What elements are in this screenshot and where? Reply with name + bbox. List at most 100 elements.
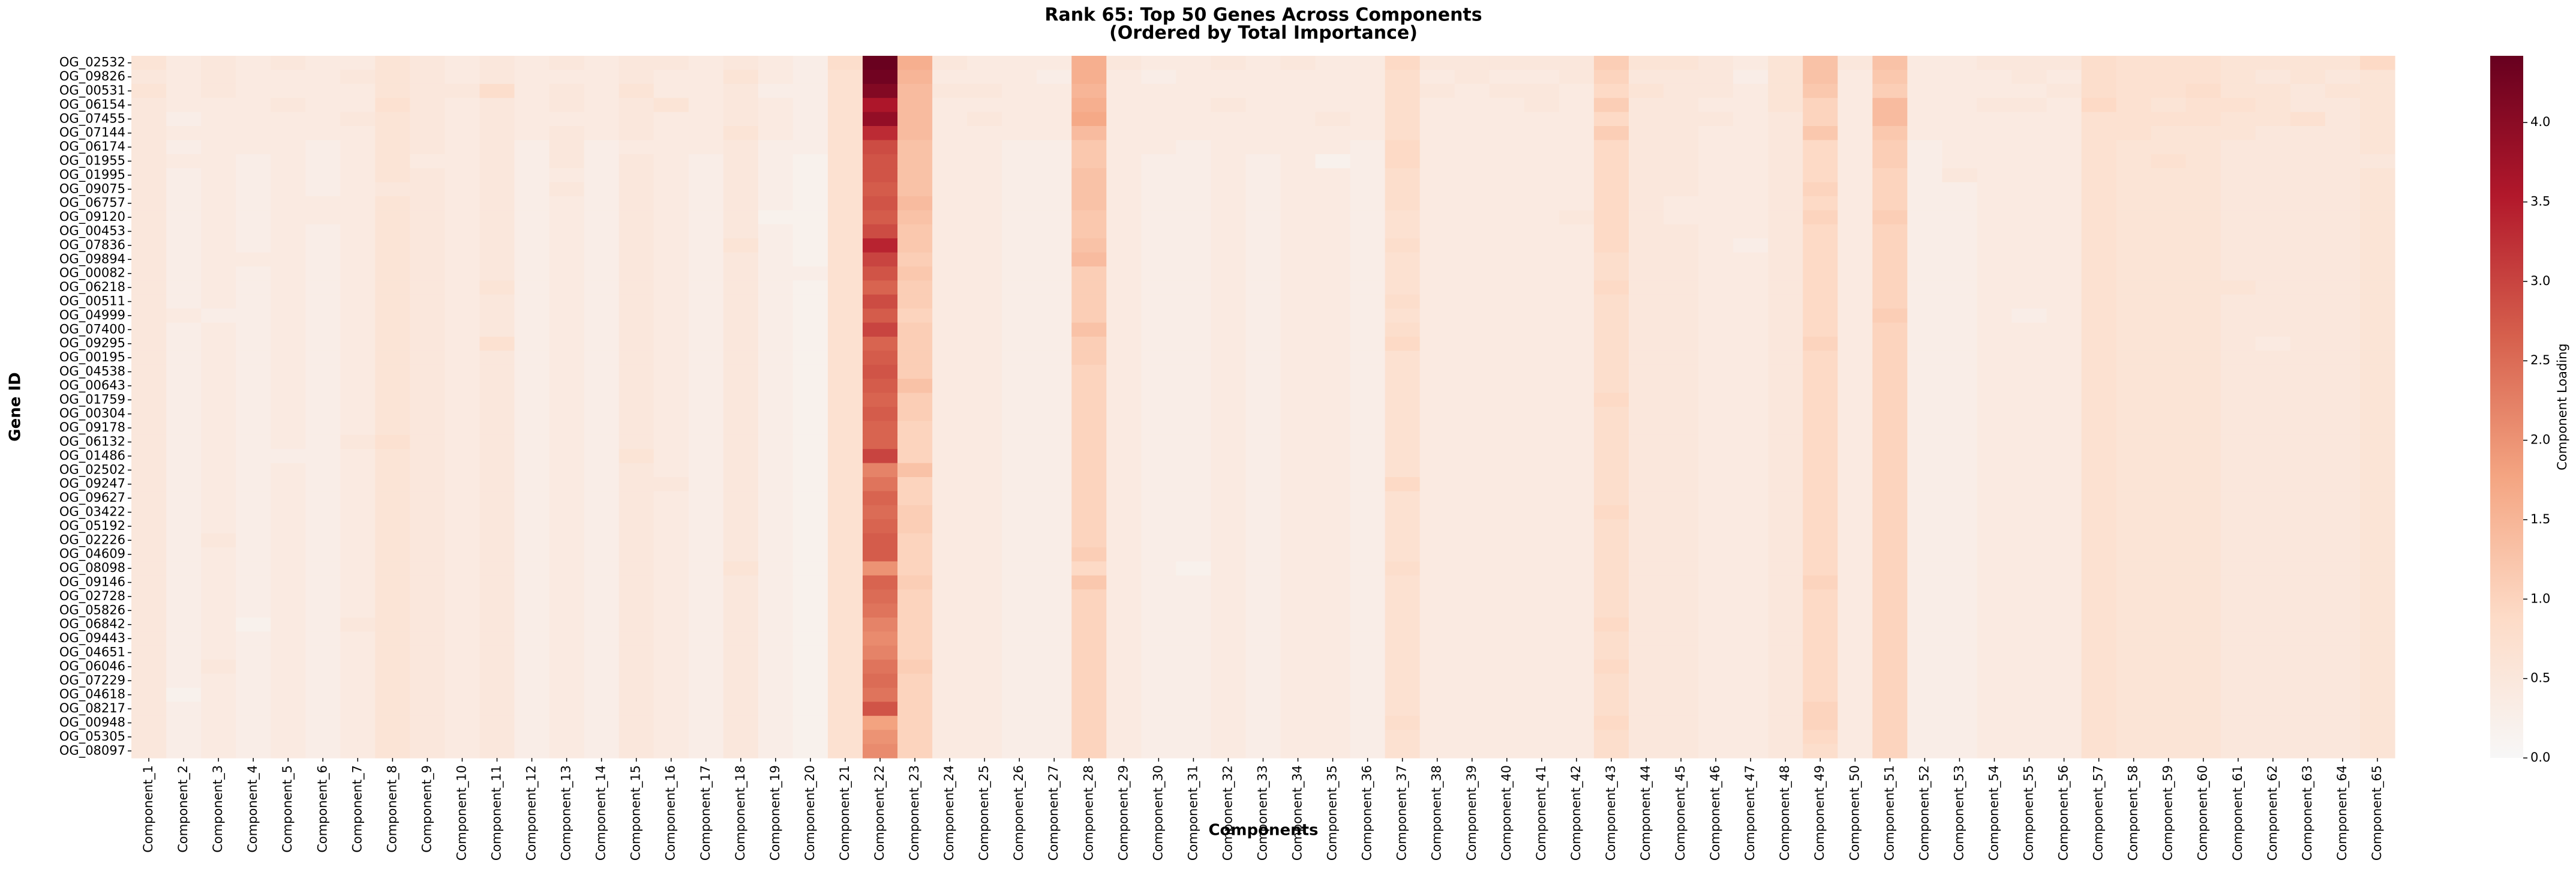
heatmap-cell: [932, 491, 968, 506]
heatmap-cell: [131, 491, 167, 506]
heatmap-cell: [1838, 56, 1873, 70]
heatmap-cell: [305, 688, 341, 702]
heatmap-cell: [1454, 266, 1490, 281]
heatmap-cell: [1977, 449, 2013, 464]
heatmap-cell: [2325, 477, 2361, 492]
heatmap-cell: [1698, 660, 1734, 675]
x-tick-label: Component_62: [2265, 765, 2280, 861]
heatmap-cell: [2220, 210, 2256, 225]
heatmap-cell: [410, 182, 446, 197]
heatmap-cell: [967, 266, 1002, 281]
heatmap-cell: [445, 618, 481, 632]
heatmap-cell: [1106, 618, 1142, 632]
heatmap-cell: [2325, 407, 2361, 421]
y-tick-label: OG_08097: [59, 743, 125, 758]
heatmap-cell: [1350, 308, 1386, 323]
heatmap-cell: [2081, 238, 2117, 253]
heatmap-cell: [653, 252, 689, 267]
heatmap-cell: [1350, 379, 1386, 394]
heatmap-cell: [1942, 631, 1978, 646]
heatmap-cell: [1245, 688, 1281, 702]
heatmap-cell: [1977, 70, 2013, 85]
heatmap-cell: [723, 379, 759, 394]
heatmap-cell: [862, 196, 898, 211]
heatmap-cell: [479, 589, 515, 604]
heatmap-cell: [1942, 603, 1978, 618]
heatmap-cell: [201, 308, 236, 323]
heatmap-cell: [166, 533, 202, 548]
heatmap-cell: [1559, 70, 1595, 85]
heatmap-cell: [584, 70, 620, 85]
heatmap-cell: [1942, 56, 1978, 70]
heatmap-cell: [2359, 337, 2395, 351]
heatmap-cell: [1211, 56, 1247, 70]
heatmap-cell: [2011, 463, 2047, 478]
heatmap-cell: [2151, 449, 2187, 464]
heatmap-cell: [1803, 603, 1838, 618]
heatmap-cell: [1872, 645, 1908, 660]
heatmap-cell: [2011, 252, 2047, 267]
heatmap-cell: [1245, 533, 1281, 548]
heatmap-cell: [1664, 238, 1699, 253]
heatmap-cell: [305, 112, 341, 127]
heatmap-cell: [1315, 56, 1351, 70]
heatmap-cell: [2255, 322, 2291, 337]
heatmap-cell: [2255, 589, 2291, 604]
heatmap-cell: [1593, 70, 1629, 85]
heatmap-cell: [1071, 421, 1107, 436]
heatmap-cell: [514, 56, 550, 70]
heatmap-cell: [1489, 715, 1525, 730]
heatmap-cell: [827, 589, 863, 604]
heatmap-cell: [1350, 224, 1386, 239]
heatmap-cell: [1002, 238, 1037, 253]
heatmap-cell: [653, 744, 689, 759]
heatmap-cell: [862, 168, 898, 183]
heatmap-cell: [1628, 350, 1664, 365]
heatmap-cell: [723, 533, 759, 548]
heatmap-cell: [1176, 350, 1212, 365]
heatmap-cell: [2359, 715, 2395, 730]
heatmap-cell: [131, 224, 167, 239]
heatmap-cell: [201, 252, 236, 267]
heatmap-cell: [2325, 112, 2361, 127]
heatmap-cell: [1907, 618, 1942, 632]
heatmap-cell: [1664, 505, 1699, 520]
heatmap-cell: [445, 83, 481, 98]
heatmap-cell: [2325, 660, 2361, 675]
heatmap-cell: [2081, 112, 2117, 127]
heatmap-cell: [1907, 280, 1942, 295]
heatmap-cell: [1524, 631, 1560, 646]
heatmap-cell: [2081, 98, 2117, 113]
heatmap-cell: [1454, 407, 1490, 421]
heatmap-cell: [2011, 434, 2047, 450]
heatmap-cell: [758, 631, 794, 646]
heatmap-cell: [445, 491, 481, 506]
heatmap-cell: [1245, 589, 1281, 604]
heatmap-cell: [1593, 589, 1629, 604]
heatmap-cell: [932, 70, 968, 85]
heatmap-cell: [1350, 337, 1386, 351]
heatmap-cell: [2116, 196, 2152, 211]
heatmap-cell: [1106, 337, 1142, 351]
heatmap-cell: [1628, 407, 1664, 421]
heatmap-cell: [131, 744, 167, 759]
heatmap-cell: [1071, 715, 1107, 730]
heatmap-cell: [1977, 168, 2013, 183]
heatmap-cell: [897, 70, 933, 85]
heatmap-cell: [1245, 505, 1281, 520]
heatmap-cell: [932, 688, 968, 702]
heatmap-cell: [932, 364, 968, 379]
heatmap-cell: [1350, 196, 1386, 211]
heatmap-cell: [1176, 463, 1212, 478]
heatmap-cell: [1245, 575, 1281, 590]
heatmap-cell: [1593, 673, 1629, 688]
heatmap-cell: [1419, 491, 1455, 506]
heatmap-cell: [2046, 168, 2082, 183]
y-tick-label: OG_07229: [59, 673, 125, 688]
heatmap-cell: [166, 744, 202, 759]
colorbar-tick-label: 4.0: [2530, 115, 2550, 129]
heatmap-cell: [201, 112, 236, 127]
heatmap-cell: [1664, 308, 1699, 323]
heatmap-cell: [2185, 322, 2221, 337]
heatmap-cell: [1942, 196, 1978, 211]
